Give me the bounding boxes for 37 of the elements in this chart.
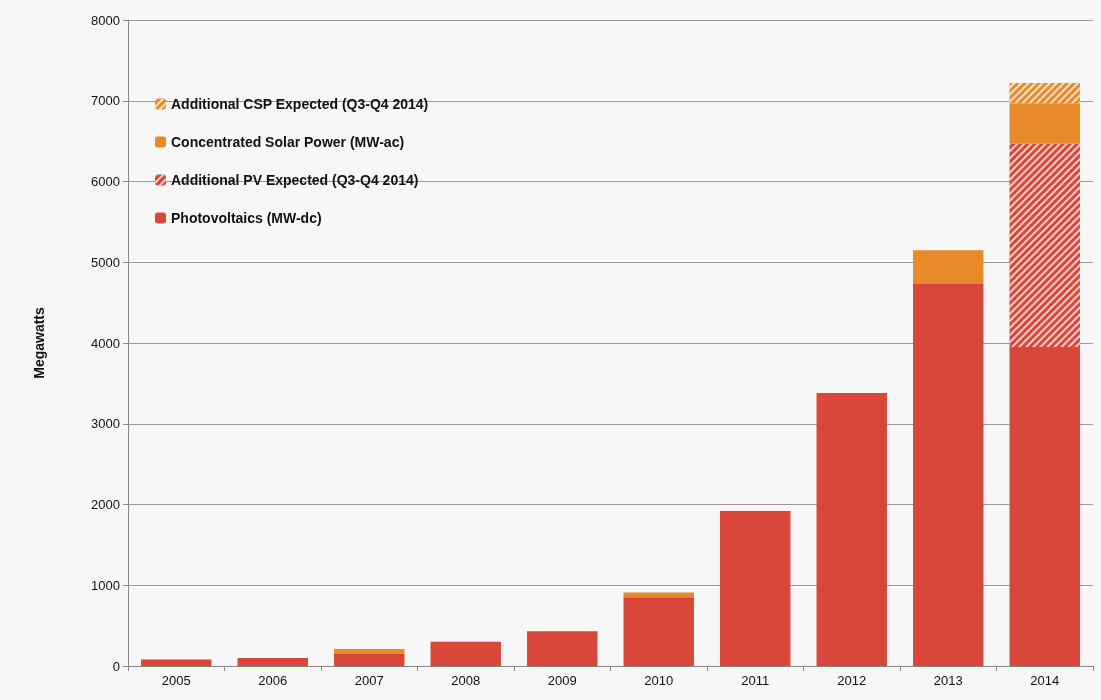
bar <box>720 510 791 666</box>
bar <box>237 657 308 666</box>
bar <box>913 250 984 285</box>
x-tick-label: 2009 <box>547 673 577 688</box>
y-tick-label: 6000 <box>91 174 120 189</box>
bar <box>141 659 212 666</box>
y-tick-label: 7000 <box>91 93 120 109</box>
bar <box>430 641 501 666</box>
x-tick-label: 2008 <box>451 673 481 688</box>
y-tick-label: 5000 <box>91 254 120 270</box>
legend-label: Concentrated Solar Power (MW-ac) <box>171 134 405 150</box>
x-tick-label: 2010 <box>644 673 674 688</box>
legend-label: Additional CSP Expected (Q3-Q4 2014) <box>171 96 429 112</box>
x-tick-label: 2011 <box>741 673 770 688</box>
legend-label: Additional PV Expected (Q3-Q4 2014) <box>171 172 419 188</box>
legend-label: Photovoltaics (MW-dc) <box>171 210 322 226</box>
y-tick-label: 1000 <box>91 577 120 593</box>
bar <box>913 284 984 666</box>
y-tick-label: 3000 <box>91 416 120 432</box>
y-tick-label: 4000 <box>91 335 120 351</box>
x-tick-label: 2007 <box>354 673 384 688</box>
x-tick-label: 2012 <box>837 673 867 688</box>
bar <box>334 649 405 654</box>
x-tick-label: 2006 <box>258 673 288 688</box>
bar <box>527 631 598 666</box>
bar <box>816 393 887 666</box>
bar <box>1009 103 1080 144</box>
x-tick-label: 2013 <box>933 673 963 688</box>
bar <box>1009 347 1080 666</box>
y-tick-label: 0 <box>112 658 120 674</box>
bar <box>334 653 405 666</box>
bar <box>623 597 694 666</box>
y-tick-label: 8000 <box>91 12 120 28</box>
y-axis-title: Megawatts <box>31 307 47 379</box>
x-tick-label: 2014 <box>1030 673 1060 688</box>
x-tick-label: 2005 <box>161 673 191 688</box>
y-tick-label: 2000 <box>91 497 120 512</box>
